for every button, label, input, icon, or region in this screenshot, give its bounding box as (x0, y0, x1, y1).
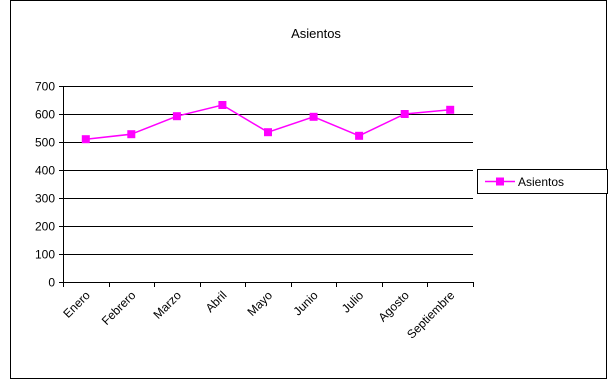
data-point (446, 105, 455, 114)
legend-marker (496, 177, 504, 186)
y-tick-label: 300 (35, 192, 55, 206)
y-tick-label: 600 (35, 108, 55, 122)
series-layer (81, 101, 455, 144)
chart-title: Asientos (291, 26, 341, 41)
axes (59, 86, 474, 287)
data-point (172, 112, 181, 121)
data-point (355, 131, 364, 140)
y-tick-label: 100 (35, 248, 55, 262)
y-tick-labels: 0 100 200 300 400 500 600 700 (35, 80, 55, 290)
y-tick-label: 0 (48, 276, 55, 290)
y-tick-label: 200 (35, 220, 55, 234)
data-point (127, 130, 136, 139)
y-tick-label: 400 (35, 164, 55, 178)
legend: Asientos (477, 169, 608, 194)
data-point (400, 110, 409, 118)
data-point (264, 128, 272, 137)
data-point (309, 112, 318, 121)
data-point (81, 135, 90, 144)
data-point (218, 101, 227, 109)
y-tick-label: 700 (35, 80, 55, 94)
legend-label: Asientos (518, 175, 564, 189)
y-tick-label: 500 (35, 136, 55, 150)
